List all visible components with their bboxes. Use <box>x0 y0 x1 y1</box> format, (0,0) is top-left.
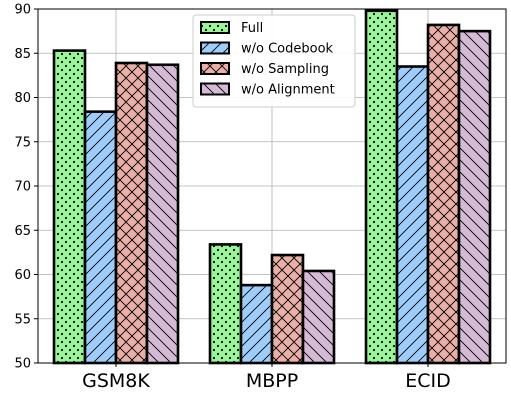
bar-gsm8k-w-o-codebook <box>83 110 118 365</box>
bar-gsm8k-w-o-alignment <box>145 63 180 365</box>
legend-label-w-o-sampling: w/o Sampling <box>241 62 329 77</box>
ytick-label-50: 50 <box>14 357 31 372</box>
legend-label-w-o-codebook: w/o Codebook <box>241 42 334 57</box>
bar-mbpp-w-o-alignment <box>301 269 336 365</box>
legend: Full w/o Codebook w/o Sampling w/o Alignmen… <box>192 14 356 108</box>
legend-item-w-o-codebook: w/o Codebook <box>200 41 334 57</box>
ytick-label-65: 65 <box>14 224 31 239</box>
legend-item-w-o-alignment: w/o Alignment <box>200 82 335 98</box>
bar-gsm8k-w-o-sampling <box>114 61 149 365</box>
ytick-label-90: 90 <box>14 3 31 18</box>
legend-label-w-o-alignment: w/o Alignment <box>241 83 335 98</box>
ytick-label-70: 70 <box>14 180 31 195</box>
legend-item-w-o-sampling: w/o Sampling <box>200 62 329 77</box>
ytick-label-75: 75 <box>14 135 31 150</box>
xtick-label-ecid: ECID <box>405 370 451 392</box>
bar-ecid-w-o-alignment <box>457 29 492 365</box>
ytick-label-85: 85 <box>14 47 31 62</box>
ytick-label-60: 60 <box>14 268 31 283</box>
xtick-label-mbpp: MBPP <box>246 370 298 392</box>
legend-box <box>192 14 356 108</box>
ytick-label-80: 80 <box>14 91 31 106</box>
bars <box>52 9 492 365</box>
bar-ecid-full <box>364 9 399 365</box>
bar-gsm8k-full <box>52 49 87 365</box>
ytick-label-55: 55 <box>14 312 31 327</box>
bar-mbpp-full <box>208 243 243 365</box>
legend-item-full: Full <box>200 21 263 36</box>
bar-ecid-w-o-sampling <box>426 23 461 365</box>
legend-label-full: Full <box>241 21 263 36</box>
bar-ecid-w-o-codebook <box>395 65 430 365</box>
xtick-label-gsm8k: GSM8K <box>82 370 150 392</box>
bar-mbpp-w-o-sampling <box>270 253 305 365</box>
bar-mbpp-w-o-codebook <box>239 283 274 365</box>
axes: 50 55 60 65 70 75 80 85 90 GSM8K MBPP ECID <box>14 3 507 392</box>
